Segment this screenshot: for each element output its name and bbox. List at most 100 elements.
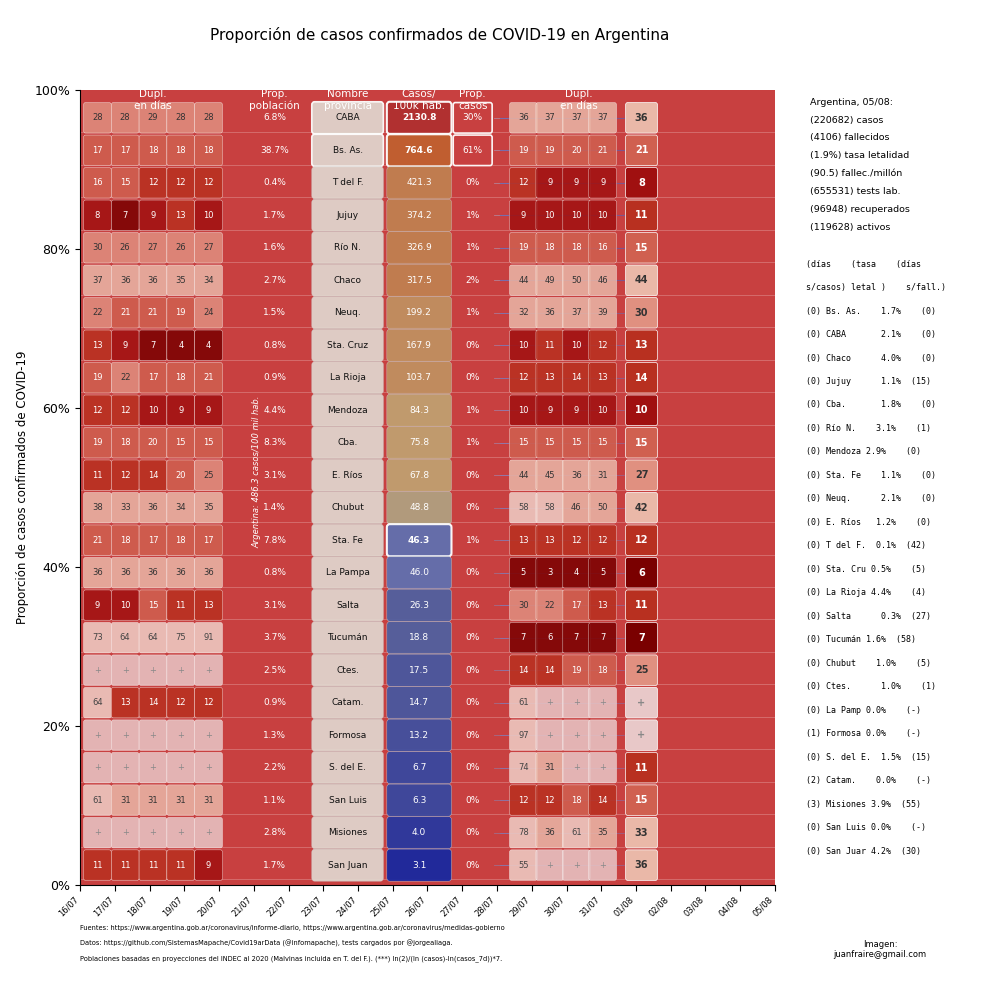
FancyBboxPatch shape [536, 460, 564, 490]
FancyBboxPatch shape [167, 817, 195, 848]
FancyBboxPatch shape [536, 557, 564, 588]
FancyBboxPatch shape [312, 297, 383, 329]
FancyBboxPatch shape [387, 589, 451, 621]
FancyBboxPatch shape [536, 785, 564, 815]
FancyBboxPatch shape [312, 134, 383, 166]
Text: 46.0: 46.0 [409, 568, 429, 577]
Text: 18: 18 [175, 536, 186, 545]
FancyBboxPatch shape [83, 817, 111, 848]
FancyBboxPatch shape [589, 103, 617, 133]
FancyBboxPatch shape [536, 817, 564, 848]
Text: 35: 35 [203, 503, 214, 512]
Text: 0%: 0% [465, 763, 480, 772]
FancyBboxPatch shape [387, 199, 451, 231]
Text: 21: 21 [92, 536, 103, 545]
Text: 11: 11 [176, 601, 186, 610]
FancyBboxPatch shape [195, 330, 222, 361]
Text: 12: 12 [518, 178, 529, 187]
FancyBboxPatch shape [139, 168, 167, 198]
FancyBboxPatch shape [562, 330, 590, 361]
Text: (1.9%) tasa letalidad: (1.9%) tasa letalidad [810, 151, 909, 160]
Text: 36: 36 [518, 113, 529, 122]
Text: 25: 25 [203, 471, 214, 480]
Text: 58: 58 [545, 503, 555, 512]
Text: 9: 9 [547, 178, 552, 187]
Text: 22: 22 [92, 308, 103, 317]
Text: +: + [122, 828, 129, 837]
FancyBboxPatch shape [387, 102, 451, 134]
FancyBboxPatch shape [195, 655, 222, 685]
Text: Misiones: Misiones [328, 828, 367, 837]
FancyBboxPatch shape [167, 525, 195, 555]
Text: 1.6%: 1.6% [263, 243, 286, 252]
FancyBboxPatch shape [453, 135, 492, 166]
Bar [80, 104, 775, 132]
FancyBboxPatch shape [111, 233, 139, 263]
Text: 10: 10 [597, 406, 608, 415]
FancyBboxPatch shape [536, 427, 564, 458]
FancyBboxPatch shape [312, 199, 383, 231]
Y-axis label: Proporción de casos confirmados de COVID-19: Proporción de casos confirmados de COVID… [16, 351, 29, 624]
Text: 15: 15 [635, 795, 648, 805]
Text: 9: 9 [123, 341, 128, 350]
Text: 64: 64 [92, 698, 103, 707]
Text: Salta: Salta [336, 601, 359, 610]
Text: 12: 12 [545, 796, 555, 805]
Text: 25: 25 [635, 665, 648, 675]
FancyBboxPatch shape [139, 460, 167, 490]
Text: 2130.8: 2130.8 [402, 113, 436, 122]
FancyBboxPatch shape [195, 687, 222, 718]
Text: (1) Formosa 0.0%    (-): (1) Formosa 0.0% (-) [806, 729, 921, 738]
FancyBboxPatch shape [562, 265, 590, 296]
Text: 199.2: 199.2 [406, 308, 432, 317]
Text: 19: 19 [92, 438, 103, 447]
FancyBboxPatch shape [83, 298, 111, 328]
Text: 39: 39 [597, 308, 608, 317]
FancyBboxPatch shape [83, 395, 111, 425]
Text: 25/07: 25/07 [369, 895, 393, 918]
FancyBboxPatch shape [139, 492, 167, 523]
FancyBboxPatch shape [139, 233, 167, 263]
Text: (0) Sta. Fe    1.1%    (0): (0) Sta. Fe 1.1% (0) [806, 471, 936, 480]
Bar [80, 753, 775, 782]
Text: 19/07: 19/07 [161, 895, 184, 918]
Text: 2.8%: 2.8% [263, 828, 286, 837]
FancyBboxPatch shape [195, 135, 222, 166]
Text: 14.7: 14.7 [409, 698, 429, 707]
Text: Datos: https://github.com/SistemasMapache/Covid19arData (@infomapache), tests ca: Datos: https://github.com/SistemasMapach… [80, 940, 453, 947]
Text: 37: 37 [571, 308, 582, 317]
FancyBboxPatch shape [195, 298, 222, 328]
FancyBboxPatch shape [510, 655, 537, 685]
Text: 73: 73 [92, 633, 103, 642]
Text: 19: 19 [545, 146, 555, 155]
Text: 49: 49 [545, 276, 555, 285]
FancyBboxPatch shape [167, 265, 195, 296]
FancyBboxPatch shape [83, 557, 111, 588]
Text: 36: 36 [92, 568, 103, 577]
FancyBboxPatch shape [387, 329, 451, 361]
Text: Dupl.
en días: Dupl. en días [134, 89, 172, 111]
Text: 20: 20 [148, 438, 158, 447]
Text: 8.3%: 8.3% [263, 438, 286, 447]
Text: 11: 11 [635, 600, 648, 610]
FancyBboxPatch shape [536, 168, 564, 198]
FancyBboxPatch shape [562, 622, 590, 653]
Text: 28: 28 [120, 113, 130, 122]
Text: +: + [573, 731, 580, 740]
Text: 58: 58 [518, 503, 529, 512]
Text: 5: 5 [600, 568, 605, 577]
FancyBboxPatch shape [589, 622, 617, 653]
FancyBboxPatch shape [562, 168, 590, 198]
Text: +: + [205, 763, 212, 772]
FancyBboxPatch shape [83, 135, 111, 166]
FancyBboxPatch shape [562, 525, 590, 555]
Bar [80, 461, 775, 490]
FancyBboxPatch shape [83, 103, 111, 133]
Text: (0) Tucumán 1.6%  (58): (0) Tucumán 1.6% (58) [806, 635, 916, 644]
FancyBboxPatch shape [111, 557, 139, 588]
Text: 38: 38 [92, 503, 103, 512]
FancyBboxPatch shape [111, 622, 139, 653]
FancyBboxPatch shape [536, 233, 564, 263]
Text: 1%: 1% [465, 308, 480, 317]
FancyBboxPatch shape [510, 265, 537, 296]
